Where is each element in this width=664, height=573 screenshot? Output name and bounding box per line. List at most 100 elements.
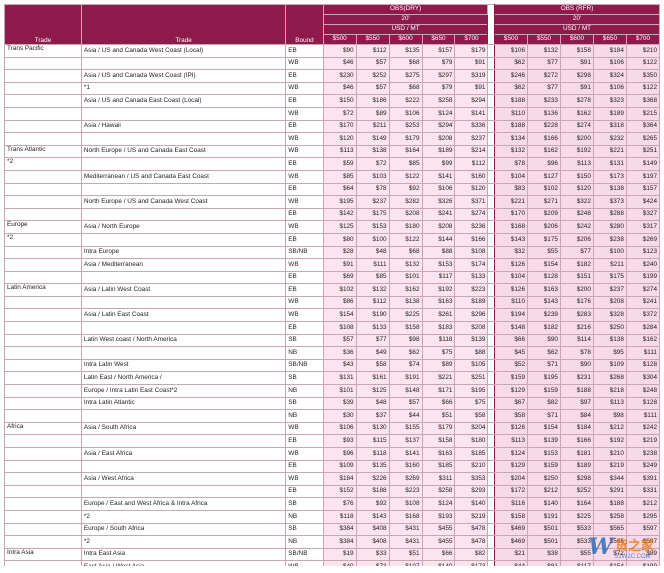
dry-rate-cell: $166 xyxy=(454,232,489,247)
column-spacer xyxy=(487,509,496,524)
bound-cell: WB xyxy=(285,144,324,159)
bound-cell: WB xyxy=(285,169,324,184)
route-cell: Asia / US and Canada East Coast (Local) xyxy=(80,94,287,108)
rfr-rate-cell: $66 xyxy=(494,333,529,348)
rfr-rate-cell: $258 xyxy=(592,509,627,524)
dry-rate-cell: $72 xyxy=(355,157,390,171)
rfr-rate-cell: $317 xyxy=(625,220,660,234)
column-spacer xyxy=(487,308,496,323)
rfr-rate-cell: $391 xyxy=(625,472,660,486)
dry-rate-cell: $28 xyxy=(322,245,357,260)
column-spacer xyxy=(487,371,496,386)
rfr-rate-cell: $110 xyxy=(494,106,529,121)
rfr-rate-cell: $218 xyxy=(592,384,627,398)
dry-rate-cell: $112 xyxy=(355,44,390,58)
rfr-rate-cell: $150 xyxy=(559,169,594,184)
trade-cell xyxy=(4,459,82,474)
route-cell: Asia / East Africa xyxy=(80,447,287,461)
rfr-rate-cell: $231 xyxy=(559,371,594,386)
dry-rate-cell: $108 xyxy=(388,497,423,511)
rfr-rate-cell: $143 xyxy=(494,232,529,247)
dry-rate-cell: $141 xyxy=(388,447,423,461)
dry-rate-cell: $85 xyxy=(322,169,357,184)
dry-rate-cell: $223 xyxy=(388,484,423,499)
table-row: Asia / US and Canada East Coast (Local) E… xyxy=(4,94,660,108)
rfr-rate-cell: $122 xyxy=(625,56,660,71)
dry-rate-cell: $311 xyxy=(421,472,456,486)
rfr-rate-cell: $212 xyxy=(625,497,660,511)
dry-rate-cell: $384 xyxy=(322,535,357,549)
dry-rate-cell: $74 xyxy=(388,358,423,373)
dry-rate-cell: $455 xyxy=(421,522,456,537)
rfr-rate-cell: $158 xyxy=(559,44,594,58)
watermark-url: 51W2C.COM xyxy=(614,553,651,560)
dry-rate-cell: $154 xyxy=(322,308,357,323)
bound-cell: SB xyxy=(285,522,324,537)
column-spacer xyxy=(487,497,496,511)
trade-cell xyxy=(4,245,82,260)
dry-rate-cell: $43 xyxy=(322,358,357,373)
dry-rate-cell: $319 xyxy=(454,69,489,83)
column-spacer xyxy=(487,560,496,566)
rfr-rate-cell: $252 xyxy=(559,484,594,499)
rfr-rate-cell: $283 xyxy=(559,308,594,323)
dry-rate-cell: $153 xyxy=(421,258,456,272)
trade-cell xyxy=(4,560,82,566)
dry-header: OBS(DRY) xyxy=(322,4,489,15)
column-spacer xyxy=(487,232,496,247)
rfr-rate-cell: $248 xyxy=(625,384,660,398)
column-spacer xyxy=(487,258,496,272)
rfr-rate-cell: $97 xyxy=(559,396,594,411)
dry-rate-cell: $33 xyxy=(355,547,390,562)
table-row: Africa Asia / South Africa WB $106 $130 $155 $… xyxy=(4,421,660,436)
table-row: EB $142 $175 $208 $241 $274 $170 $209 $248 $288 $3… xyxy=(4,207,660,222)
rfr-rate-cell: $372 xyxy=(625,308,660,323)
bound-cell: NB xyxy=(285,535,324,549)
rfr-rate-cell: $350 xyxy=(625,69,660,83)
dry-rate-cell: $174 xyxy=(454,258,489,272)
bound-cell: WB xyxy=(285,220,324,234)
bound-cell: WB xyxy=(285,308,324,323)
dry-rate-cell: $46 xyxy=(322,81,357,96)
dry-rate-cell: $241 xyxy=(421,207,456,222)
dry-rate-cell: $19 xyxy=(322,547,357,562)
rfr-rate-cell: $122 xyxy=(625,81,660,96)
rfr-rate-cell: $268 xyxy=(592,371,627,386)
rfr-rate-cell: $117 xyxy=(559,560,594,566)
dry-rate-cell: $88 xyxy=(454,346,489,360)
rfr-rate-cell: $250 xyxy=(592,321,627,335)
rfr-rate-cell: $114 xyxy=(559,333,594,348)
route-cell xyxy=(80,232,287,247)
rfr-rate-cell: $188 xyxy=(494,94,529,108)
rfr-rate-cell: $67 xyxy=(494,396,529,411)
dry-rate-cell: $106 xyxy=(388,106,423,121)
bound-cell: EB xyxy=(285,321,324,335)
trade-cell xyxy=(4,132,82,146)
rfr-rate-cell: $199 xyxy=(625,270,660,285)
rfr-rate-cell: $163 xyxy=(527,283,561,297)
dry-rate-cell: $141 xyxy=(421,169,456,184)
rfr-rate-cell: $288 xyxy=(592,207,627,222)
dry-price-col: $600 xyxy=(388,34,423,45)
col-trade-header: Trade xyxy=(4,4,82,45)
route-cell: Intra Latin West xyxy=(80,358,287,373)
dry-rate-cell: $86 xyxy=(322,295,357,310)
dry-rate-cell: $269 xyxy=(388,472,423,486)
col-bound-header: Bound xyxy=(285,4,324,45)
rfr-rate-cell: $192 xyxy=(592,434,627,448)
dry-rate-cell: $37 xyxy=(355,409,390,423)
rfr-rate-cell: $106 xyxy=(494,44,529,58)
rfr-rate-cell: $158 xyxy=(494,509,529,524)
dry-rate-cell: $80 xyxy=(322,232,357,247)
dry-rate-cell: $93 xyxy=(322,434,357,448)
rfr-rate-cell: $38 xyxy=(527,547,561,562)
rfr-rate-cell: $120 xyxy=(559,182,594,197)
trade-cell: Trans Atlantic xyxy=(4,144,82,159)
column-spacer xyxy=(487,207,496,222)
rfr-rate-cell: $104 xyxy=(494,169,529,184)
route-cell: Europe / South Africa xyxy=(80,522,287,537)
rfr-rate-cell: $91 xyxy=(559,56,594,71)
dry-rate-cell: $68 xyxy=(388,245,423,260)
route-cell xyxy=(80,409,287,423)
route-cell: Asia / South Africa xyxy=(80,421,287,436)
